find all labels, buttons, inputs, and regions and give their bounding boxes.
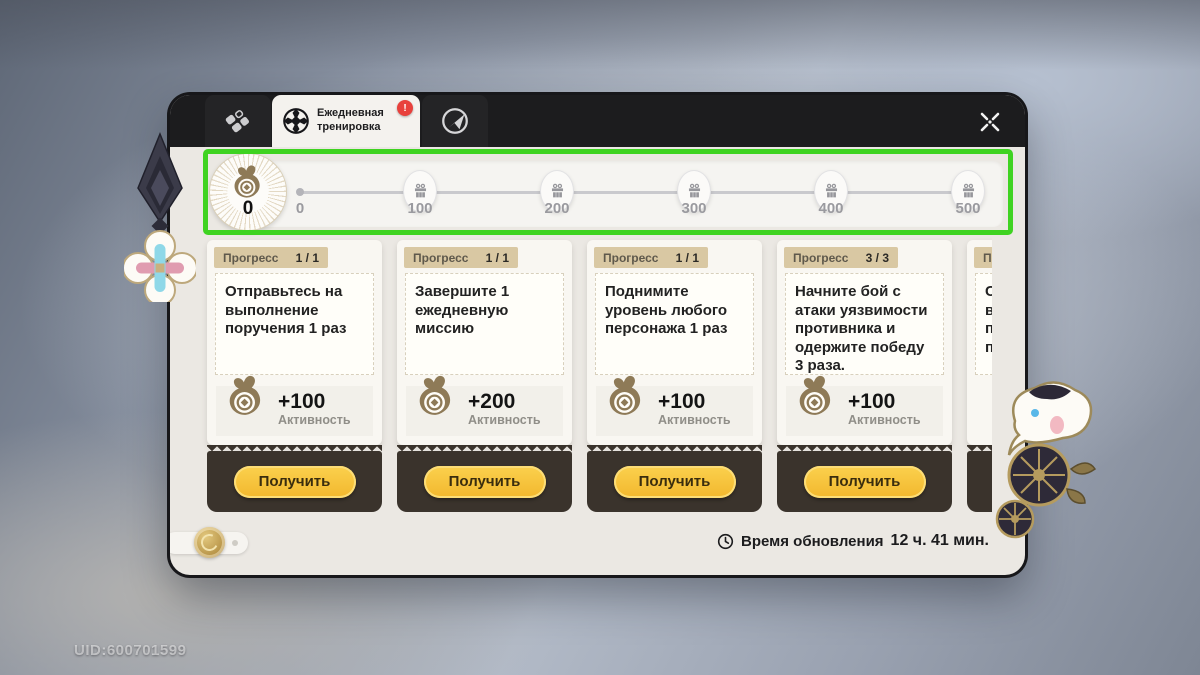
milestone-gift-200[interactable] — [540, 170, 574, 212]
mission-description: Завершите 1 ежедневную миссию — [415, 283, 510, 338]
activity-flame-icon — [223, 373, 269, 419]
claim-button[interactable]: Получить — [423, 465, 546, 498]
window-header: Ежедневная тренировка ! — [170, 95, 1025, 147]
planet-emblem-icon — [194, 527, 225, 558]
reward-currency: Активность — [658, 413, 731, 428]
progress-track — [300, 191, 968, 194]
tiles-icon — [223, 106, 253, 136]
gift-icon — [548, 182, 567, 201]
progress-chip: П — [974, 247, 992, 268]
mission-card: Прогресс 3 / 3 Начните бой с атаки уязви… — [777, 240, 952, 512]
milestone-gift-500[interactable] — [951, 170, 985, 212]
mission-description: Поднимите уровень любого персонажа 1 раз — [605, 283, 728, 338]
mission-card: Прогресс 1 / 1 Отправьтесь на выполнение… — [207, 240, 382, 512]
milestone-label-400: 400 — [818, 200, 844, 217]
claim-button[interactable]: Получить — [613, 465, 736, 498]
page-toggle[interactable] — [170, 527, 248, 558]
mission-card: Прогресс 1 / 1 Завершите 1 ежедневную ми… — [397, 240, 572, 512]
activity-progress-panel — [255, 161, 1003, 227]
reward-currency: Активность — [468, 413, 541, 428]
reward-strip: +100 Активность — [216, 386, 373, 436]
reward-strip: +200 Активность — [406, 386, 563, 436]
activity-points-badge: 0 — [209, 153, 287, 231]
gift-icon — [685, 182, 704, 201]
tab-daily-training[interactable]: Ежедневная тренировка ! — [272, 95, 420, 147]
progress-chip: Прогресс 3 / 3 — [784, 247, 898, 268]
mission-card: Прогресс 1 / 1 Поднимите уровень любого … — [587, 240, 762, 512]
activity-flame-icon — [793, 373, 839, 419]
progress-track-start-dot — [296, 188, 304, 196]
milestone-gift-100[interactable] — [403, 170, 437, 212]
tab-daily-training-label: Ежедневная тренировка — [317, 107, 384, 133]
milestone-label-300: 300 — [681, 200, 707, 217]
milestone-label-100: 100 — [407, 200, 433, 217]
progress-chip: Прогресс 1 / 1 — [214, 247, 328, 268]
reward-currency: Активность — [848, 413, 921, 428]
player-uid: UID:600701599 — [74, 642, 187, 659]
activity-flame-icon — [413, 373, 459, 419]
activity-points-value: 0 — [242, 198, 254, 219]
close-icon — [976, 108, 1004, 136]
mission-description: С в п п — [985, 283, 992, 356]
daily-training-icon — [282, 107, 310, 135]
reward-amount: +100 — [658, 390, 706, 413]
activity-flame-icon — [603, 373, 649, 419]
clock-icon — [717, 533, 734, 550]
progress-chip: Прогресс 1 / 1 — [594, 247, 708, 268]
milestone-gift-300[interactable] — [677, 170, 711, 212]
reward-amount: +100 — [848, 390, 896, 413]
reward-amount: +100 — [278, 390, 326, 413]
gift-icon — [959, 182, 978, 201]
refresh-value: 12 ч. 41 мин. — [890, 532, 989, 549]
milestone-label-0: 0 — [295, 200, 305, 217]
close-button[interactable] — [975, 107, 1005, 137]
activity-flame-icon — [229, 163, 267, 201]
refresh-label: Время обновления — [741, 532, 884, 550]
mission-cards-row: Прогресс 1 / 1 Отправьтесь на выполнение… — [198, 238, 992, 530]
mission-description: Начните бой с атаки уязвимости противник… — [795, 283, 928, 375]
reward-currency: Активность — [278, 413, 351, 428]
gift-icon — [411, 182, 430, 201]
daily-training-window: Ежедневная тренировка ! 0 100 200 — [170, 95, 1025, 575]
tab-simulated-universe[interactable] — [422, 95, 488, 147]
claim-button[interactable]: Получить — [233, 465, 356, 498]
mission-description: Отправьтесь на выполнение поручения 1 ра… — [225, 283, 347, 338]
compass-icon — [440, 106, 470, 136]
reward-strip: +100 Активность — [786, 386, 943, 436]
progress-chip: Прогресс 1 / 1 — [404, 247, 518, 268]
reward-strip: +100 Активность — [596, 386, 753, 436]
reward-amount: +200 — [468, 390, 516, 413]
mission-card-clipped: П С в п п — [967, 240, 992, 512]
tab-events[interactable] — [205, 95, 271, 147]
page-dot — [232, 540, 238, 546]
refresh-timer: Время обновления 12 ч. 41 мин. — [717, 532, 989, 550]
claim-button[interactable]: Получить — [803, 465, 926, 498]
milestone-label-500: 500 — [955, 200, 981, 217]
notification-badge: ! — [397, 100, 413, 116]
gift-icon — [822, 182, 841, 201]
milestone-gift-400[interactable] — [814, 170, 848, 212]
milestone-label-200: 200 — [544, 200, 570, 217]
